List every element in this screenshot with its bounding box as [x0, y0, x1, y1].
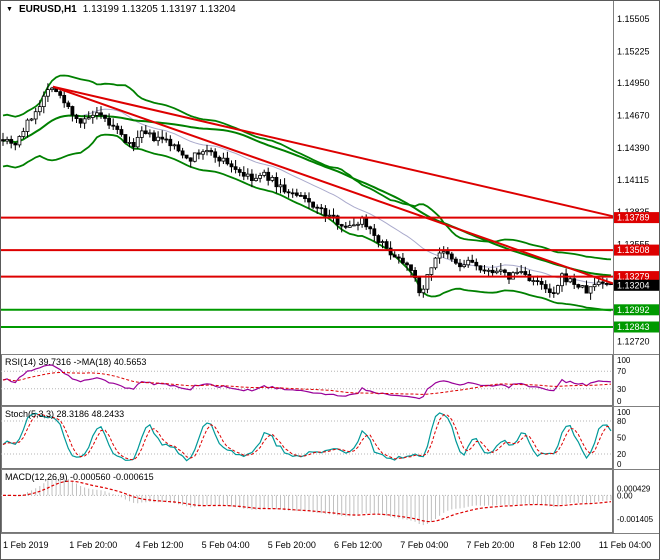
svg-text:1.14950: 1.14950: [617, 78, 650, 88]
rsi-ma-line: [2, 372, 612, 395]
quote-ohlc: 1.13199 1.13205 1.13197 1.13204: [82, 4, 236, 15]
time-axis-label: 7 Feb 20:00: [466, 540, 515, 550]
time-axis-label: 8 Feb 12:00: [532, 540, 581, 550]
time-axis-label: 1 Feb 2019: [3, 540, 49, 550]
stoch-signal-line: [2, 413, 612, 461]
svg-text:30: 30: [617, 385, 626, 394]
horizontal-levels: [1, 216, 613, 328]
svg-text:0.00: 0.00: [617, 491, 633, 500]
bollinger-lower-band: [2, 133, 612, 312]
time-axis-label: 7 Feb 04:00: [400, 540, 449, 550]
svg-text:1.14115: 1.14115: [617, 175, 649, 185]
time-axis-label: 5 Feb 04:00: [201, 540, 250, 550]
time-axis-label: 4 Feb 12:00: [135, 540, 184, 550]
time-axis-label: 1 Feb 20:00: [69, 540, 118, 550]
rsi-label: RSI(14) 39.7316 ->MA(18) 40.5653: [5, 357, 147, 367]
macd-histogram: [6, 476, 612, 526]
svg-text:1.14390: 1.14390: [617, 143, 650, 153]
svg-text:-0.001405: -0.001405: [617, 515, 654, 524]
stoch-main-line: [2, 412, 612, 462]
bollinger-middle-band: [2, 108, 612, 286]
time-axis[interactable]: 1 Feb 2019 1 Feb 20:00 4 Feb 12:00 5 Feb 04…: [1, 534, 659, 559]
svg-text:1.13508: 1.13508: [617, 245, 650, 255]
svg-text:1.13204: 1.13204: [617, 280, 650, 290]
time-axis-label: 11 Feb 04:00: [598, 540, 652, 550]
svg-text:1.13279: 1.13279: [617, 272, 650, 282]
rsi-line: [2, 364, 612, 400]
svg-text:1.12992: 1.12992: [617, 305, 650, 315]
svg-text:1.12843: 1.12843: [617, 322, 650, 332]
svg-text:0: 0: [617, 460, 622, 469]
svg-text:1.14670: 1.14670: [617, 111, 650, 121]
time-axis-label: 5 Feb 20:00: [267, 540, 316, 550]
svg-text:80: 80: [617, 417, 626, 426]
svg-text:100: 100: [617, 356, 631, 365]
svg-text:70: 70: [617, 367, 626, 376]
time-axis-label: 6 Feb 12:00: [334, 540, 383, 550]
rsi-panel: 100 70 30 0: [1, 354, 631, 406]
svg-text:20: 20: [617, 450, 626, 459]
svg-text:1.13789: 1.13789: [617, 213, 650, 223]
svg-text:1.15505: 1.15505: [617, 14, 650, 24]
svg-text:1.12720: 1.12720: [617, 336, 650, 346]
macd-label: MACD(12,26,9) -0.000560 -0.000615: [5, 472, 154, 482]
chart-menu-icon[interactable]: ▼: [6, 5, 13, 13]
svg-text:50: 50: [617, 434, 626, 443]
svg-text:0: 0: [617, 397, 622, 406]
bollinger-upper-band: [2, 74, 612, 261]
chart-title-bar: ▼ EURUSD,H1 1.13199 1.13205 1.13197 1.13…: [6, 4, 236, 15]
svg-text:0.000429: 0.000429: [617, 484, 651, 493]
svg-text:100: 100: [617, 408, 631, 417]
svg-text:1.15225: 1.15225: [617, 46, 650, 56]
symbol-timeframe: EURUSD,H1: [18, 4, 77, 15]
price-axis: 1.15505 1.15225 1.14950 1.14670 1.14390 1.141…: [613, 1, 659, 533]
stoch-label: Stoch(5,3,3) 28.3186 48.2433: [5, 409, 125, 419]
candles-layer: [1, 83, 613, 300]
